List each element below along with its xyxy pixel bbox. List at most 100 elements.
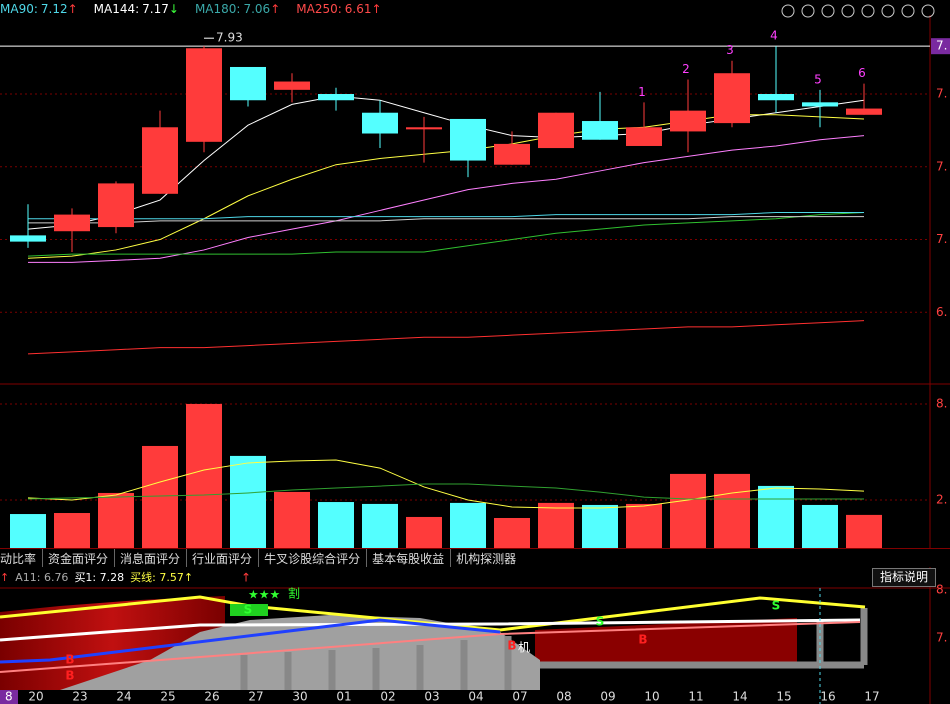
volume-bar	[670, 473, 706, 548]
volume-bar	[142, 445, 178, 548]
toolbar-icon[interactable]	[801, 4, 815, 18]
x-tick-label: 11	[688, 690, 703, 704]
x-tick-label: 30	[292, 690, 307, 704]
indicator-help-button[interactable]: 指标说明	[872, 568, 936, 587]
candle-body	[406, 127, 442, 130]
ma-label: MA144:	[93, 2, 140, 16]
ma-line	[28, 135, 865, 263]
volume-bar	[802, 504, 838, 548]
tab[interactable]: 基本每股收益	[372, 549, 452, 567]
line	[0, 595, 866, 632]
peak-label: 1	[638, 85, 646, 99]
sell-signal: S	[244, 603, 253, 617]
cursor-box	[0, 690, 18, 704]
volume-bar	[406, 516, 442, 548]
ma-label: MA180:	[194, 2, 241, 16]
ma-value: 7.06	[243, 2, 271, 16]
sell-signal: S	[596, 615, 605, 629]
y-tick-label: 7.	[936, 159, 947, 173]
toolbar-icon[interactable]	[881, 4, 895, 18]
max-label: 7.93	[216, 31, 243, 45]
buy-signal: B	[638, 633, 647, 647]
ji-label: 机	[518, 641, 530, 655]
candle-body	[494, 143, 530, 165]
indicator-drawing	[0, 588, 868, 704]
toolbar-icon[interactable]	[861, 4, 875, 18]
toolbar-icon[interactable]	[901, 4, 915, 18]
bars	[240, 608, 868, 690]
buy-signal: B	[65, 669, 74, 683]
panel-frames	[0, 15, 950, 704]
ma-item: MA250: 6.61↑	[296, 2, 389, 16]
x-tick-label: 26	[204, 690, 219, 704]
peak-label: 6	[858, 66, 866, 80]
x-tick-label: 27	[248, 690, 263, 704]
volume-bar	[10, 514, 46, 548]
volume-bar	[582, 504, 618, 548]
x-tick-label: 15	[776, 690, 791, 704]
volume-bar	[186, 403, 222, 548]
peak-label: 5	[814, 72, 822, 86]
y-tick-label: 8.	[936, 583, 947, 597]
buy-signal: B	[65, 653, 74, 667]
volume-bar	[450, 502, 486, 548]
y-tick-label: 8.	[936, 396, 947, 410]
volume-bar	[538, 502, 574, 548]
toolbar-icon[interactable]	[821, 4, 835, 18]
ma-value: 7.12	[40, 2, 68, 16]
ma-arrow: ↑	[371, 2, 382, 16]
indicator-readout: ↑ A11: 6.76 买1: 7.28 买线: 7.57↑	[0, 569, 199, 585]
x-tick-label: 24	[116, 690, 131, 704]
x-tick-label: 23	[72, 690, 87, 704]
toolbar-icon[interactable]	[841, 4, 855, 18]
ma-legend: MA90: 7.12↑ MA144: 7.17↓ MA180: 7.06↑ MA250: 6.…	[0, 2, 398, 16]
x-tick-label: 09	[600, 690, 615, 704]
y-tick-label: 7.	[936, 87, 947, 101]
tab-bar: 动比率 资金面评分 消息面评分 行业面评分 牛叉诊股综合评分 基本每股收益 机构探测器	[0, 548, 950, 567]
signal-box	[230, 604, 268, 616]
toolbar-icon[interactable]	[921, 4, 935, 18]
ma-line	[28, 216, 864, 224]
y-tick-label: 6.	[936, 305, 947, 319]
ma-value: 7.17	[142, 2, 169, 16]
candle-body	[802, 102, 838, 107]
candle-body	[54, 214, 90, 232]
indicator-value: 买1: 7.28	[74, 571, 125, 584]
ma-value: 6.61	[344, 2, 372, 16]
ma-item: MA144: 7.17↓	[94, 2, 187, 16]
peak-label: 3	[726, 43, 734, 57]
candle-body	[714, 73, 750, 124]
indicator-value: 买线: 7.57↑	[130, 571, 194, 584]
x-tick-label: 03	[424, 690, 439, 704]
cut-label: 割	[288, 586, 300, 601]
line	[0, 621, 861, 673]
y-tick-label: 2.	[936, 492, 947, 506]
x-tick-label: 04	[468, 690, 483, 704]
tab[interactable]: 动比率	[0, 549, 44, 567]
candle-body	[98, 183, 134, 228]
x-tick-label: 08	[556, 690, 571, 704]
candle-body	[758, 94, 794, 101]
tab[interactable]: 牛叉诊股综合评分	[264, 549, 368, 567]
indicator-value: A11: 6.76	[15, 571, 69, 584]
y-tick-label: 7.	[936, 631, 947, 645]
candle-body	[142, 127, 178, 194]
tab[interactable]: 机构探测器	[456, 552, 517, 566]
ma-item: MA180: 7.06↑	[195, 2, 288, 16]
ref-label: 7.	[936, 39, 947, 53]
candle-body	[582, 121, 618, 140]
candle-body	[450, 118, 486, 161]
tab[interactable]: 消息面评分	[120, 549, 188, 567]
x-tick-label: 17	[864, 690, 879, 704]
toolbar-icon[interactable]	[781, 4, 795, 18]
tab[interactable]: 资金面评分	[48, 549, 116, 567]
sell-signal: S	[772, 599, 781, 613]
x-tick-label: 10	[644, 690, 659, 704]
volume-bar	[318, 502, 354, 548]
ma-line	[28, 212, 864, 220]
candle-body	[274, 81, 310, 90]
ma-arrow: ↑	[270, 2, 281, 16]
tab[interactable]: 行业面评分	[192, 549, 260, 567]
